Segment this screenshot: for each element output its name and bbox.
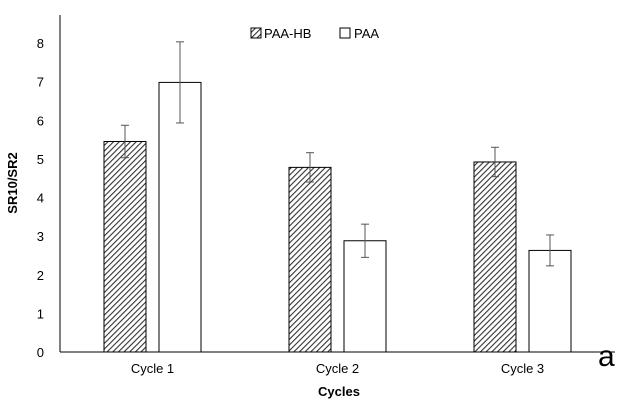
x-tick-label: Cycle 2 bbox=[316, 361, 359, 376]
bar-paa-cycle-1 bbox=[158, 81, 202, 353]
legend-swatch-paa-hb bbox=[250, 27, 262, 39]
error-bar-paa-hb-cycle-3 bbox=[491, 146, 499, 178]
y-tick-label: 1 bbox=[37, 306, 44, 321]
error-bar-paa-hb-cycle-2 bbox=[306, 152, 314, 183]
y-axis-ticks: 0 1 2 3 4 5 6 7 8 bbox=[37, 36, 44, 360]
y-tick-label: 7 bbox=[37, 75, 44, 90]
error-bar-paa-cycle-2 bbox=[361, 223, 369, 258]
bars bbox=[103, 81, 572, 353]
legend-label-paa-hb: PAA-HB bbox=[264, 26, 311, 41]
x-tick-label: Cycle 3 bbox=[501, 361, 544, 376]
legend-label-paa: PAA bbox=[354, 26, 379, 41]
x-tick-label: Cycle 1 bbox=[131, 361, 174, 376]
error-bar-paa-cycle-3 bbox=[546, 234, 554, 267]
y-axis-title: SR10/SR2 bbox=[5, 152, 20, 213]
y-tick-label: 5 bbox=[37, 152, 44, 167]
y-tick-label: 4 bbox=[37, 191, 44, 206]
y-tick-label: 2 bbox=[37, 268, 44, 283]
x-axis-ticks: Cycle 1 Cycle 2 Cycle 3 bbox=[131, 361, 544, 376]
y-tick-label: 0 bbox=[37, 345, 44, 360]
legend: PAA-HB PAA bbox=[250, 26, 379, 41]
bar-paa-hb-cycle-1 bbox=[103, 140, 147, 353]
bar-paa-hb-cycle-2 bbox=[288, 166, 332, 353]
y-tick-label: 6 bbox=[37, 113, 44, 128]
panel-label: a bbox=[598, 340, 615, 373]
error-bars bbox=[121, 41, 554, 267]
bar-paa-hb-cycle-3 bbox=[473, 161, 517, 353]
legend-swatch-paa bbox=[339, 27, 351, 39]
error-bar-paa-hb-cycle-1 bbox=[121, 124, 129, 159]
y-tick-label: 3 bbox=[37, 229, 44, 244]
y-tick-label: 8 bbox=[37, 36, 44, 51]
error-bar-paa-cycle-1 bbox=[176, 41, 184, 124]
bar-paa-cycle-2 bbox=[343, 240, 387, 353]
x-axis-title: Cycles bbox=[318, 384, 360, 399]
